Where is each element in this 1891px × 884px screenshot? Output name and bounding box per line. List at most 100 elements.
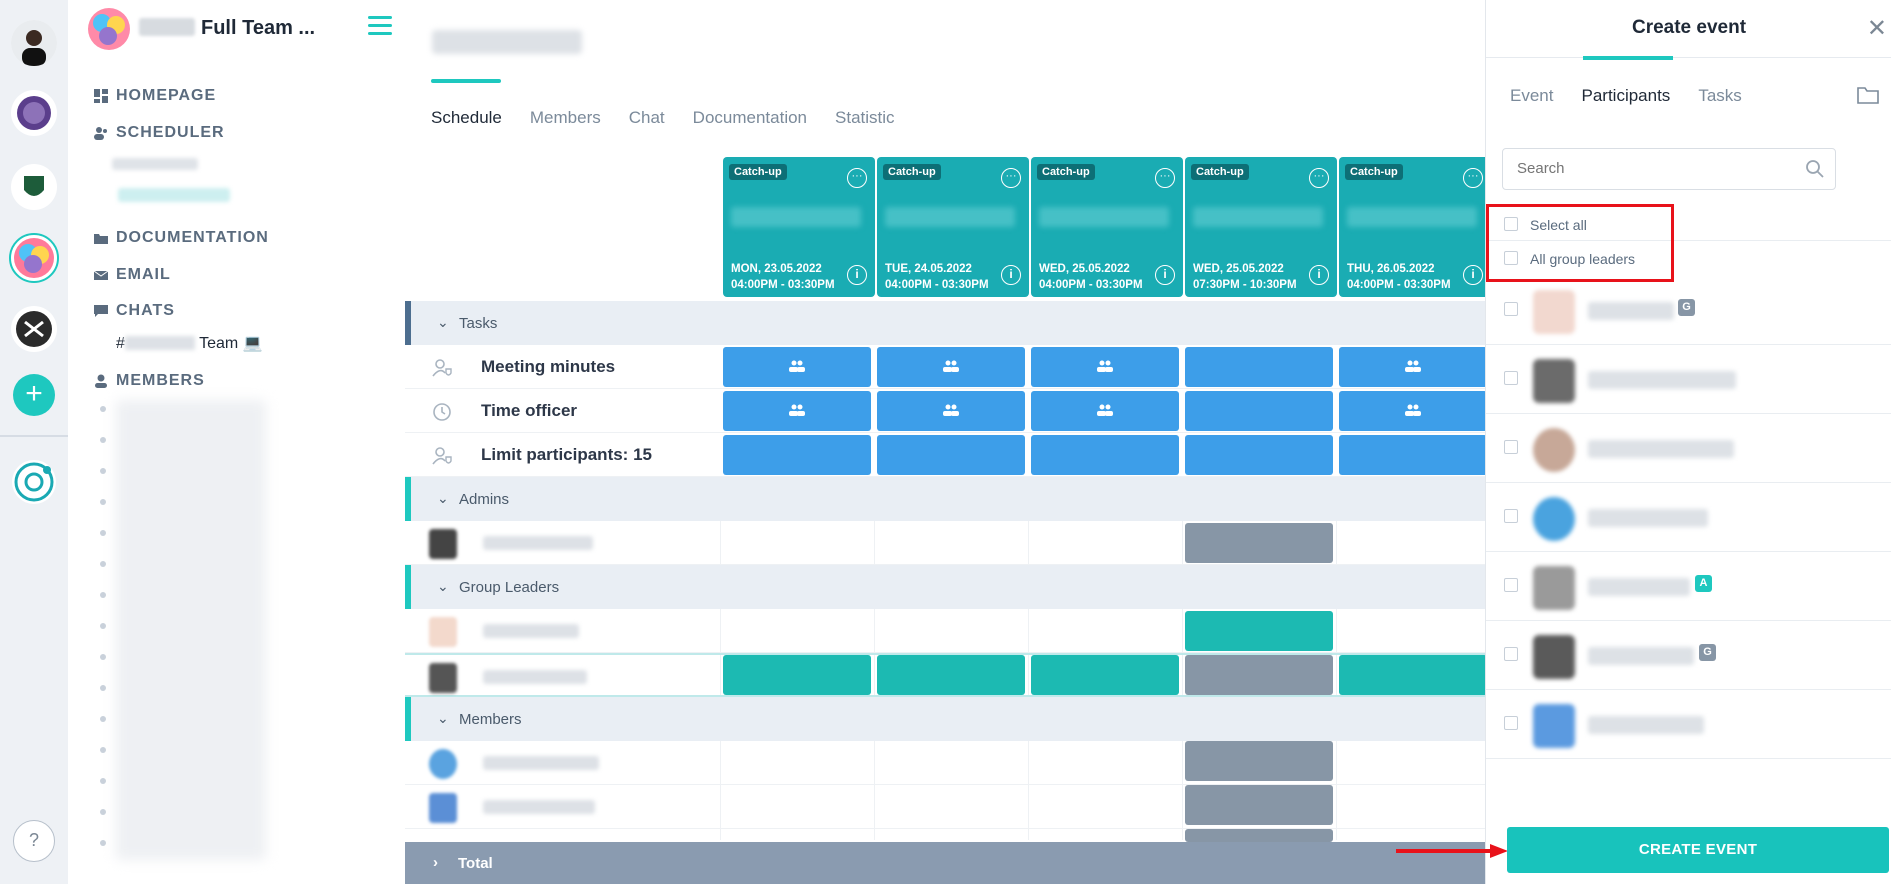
participant-item[interactable] bbox=[1486, 414, 1891, 483]
orbit-icon[interactable] bbox=[10, 458, 58, 506]
shield-logo[interactable] bbox=[11, 164, 57, 210]
folder-icon[interactable] bbox=[1857, 86, 1879, 104]
tab-event[interactable]: Event bbox=[1510, 86, 1554, 105]
university-logo[interactable] bbox=[11, 90, 57, 136]
available-cell[interactable] bbox=[1185, 611, 1333, 651]
nav-scheduler[interactable]: SCHEDULER bbox=[94, 124, 225, 142]
section-members[interactable]: ⌄ Members bbox=[405, 697, 1485, 741]
available-cell[interactable] bbox=[877, 655, 1025, 695]
task-row: Limit participants: 15 bbox=[405, 433, 1485, 477]
task-cell[interactable] bbox=[1185, 435, 1333, 475]
more-options-icon[interactable]: ··· bbox=[1155, 168, 1175, 188]
select-all-label[interactable]: Select all bbox=[1530, 217, 1587, 233]
event-column-header[interactable]: Catch-up ··· WED, 25.05.2022 07:30PM - 10… bbox=[1185, 157, 1337, 297]
add-team-button[interactable]: + bbox=[13, 374, 55, 416]
task-cell[interactable] bbox=[723, 435, 871, 475]
role-badge: G bbox=[1678, 299, 1695, 316]
search-input[interactable] bbox=[1517, 160, 1777, 177]
chevron-down-icon: ⌄ bbox=[437, 314, 449, 330]
event-column-header[interactable]: Catch-up ··· MON, 23.05.2022 04:00PM - 03… bbox=[723, 157, 875, 297]
busy-cell[interactable] bbox=[1185, 741, 1333, 781]
task-cell[interactable] bbox=[723, 391, 871, 431]
more-options-icon[interactable]: ··· bbox=[1309, 168, 1329, 188]
task-cell[interactable] bbox=[1339, 435, 1485, 475]
tab-schedule[interactable]: Schedule bbox=[431, 108, 502, 127]
select-all-checkbox[interactable] bbox=[1504, 217, 1518, 231]
tab-chat[interactable]: Chat bbox=[628, 108, 665, 127]
task-cell[interactable] bbox=[1031, 435, 1179, 475]
tab-tasks[interactable]: Tasks bbox=[1698, 86, 1742, 105]
busy-cell[interactable] bbox=[1185, 785, 1333, 825]
more-options-icon[interactable]: ··· bbox=[1001, 168, 1021, 188]
more-options-icon[interactable]: ··· bbox=[1463, 168, 1483, 188]
event-column-header[interactable]: Catch-up ··· TUE, 24.05.2022 04:00PM - 03… bbox=[877, 157, 1029, 297]
team-name[interactable]: Full Team ... bbox=[139, 17, 315, 40]
chat-channel[interactable]: # Team 💻 bbox=[116, 335, 263, 352]
event-column-header[interactable]: Catch-up ··· WED, 25.05.2022 04:00PM - 03… bbox=[1031, 157, 1183, 297]
nav-members[interactable]: MEMBERS bbox=[94, 372, 205, 390]
participant-checkbox[interactable] bbox=[1504, 302, 1518, 316]
busy-cell[interactable] bbox=[1185, 829, 1333, 842]
nav-chats[interactable]: CHATS bbox=[94, 302, 175, 320]
help-button[interactable]: ? bbox=[13, 820, 55, 862]
all-group-leaders-label[interactable]: All group leaders bbox=[1530, 251, 1636, 267]
info-icon[interactable]: i bbox=[1155, 265, 1175, 285]
total-bar[interactable]: › Total bbox=[405, 842, 1485, 884]
task-cell[interactable] bbox=[877, 347, 1025, 387]
section-admins[interactable]: ⌄ Admins bbox=[405, 477, 1485, 521]
task-cell[interactable] bbox=[1339, 347, 1485, 387]
all-group-leaders-checkbox[interactable] bbox=[1504, 251, 1518, 265]
participant-checkbox[interactable] bbox=[1504, 716, 1518, 730]
member-list-blurred[interactable] bbox=[116, 400, 266, 860]
user-avatar[interactable] bbox=[11, 20, 57, 66]
nav-email[interactable]: EMAIL bbox=[94, 266, 171, 284]
participant-checkbox[interactable] bbox=[1504, 647, 1518, 661]
task-cell[interactable] bbox=[723, 347, 871, 387]
close-icon[interactable]: ✕ bbox=[1866, 15, 1887, 42]
tab-statistic[interactable]: Statistic bbox=[835, 108, 895, 127]
available-cell[interactable] bbox=[1339, 655, 1485, 695]
participant-checkbox[interactable] bbox=[1504, 440, 1518, 454]
participant-item[interactable]: G bbox=[1486, 276, 1891, 345]
busy-cell[interactable] bbox=[1185, 655, 1333, 695]
busy-cell[interactable] bbox=[1185, 523, 1333, 563]
available-cell[interactable] bbox=[723, 655, 871, 695]
info-icon[interactable]: i bbox=[1309, 265, 1329, 285]
info-icon[interactable]: i bbox=[1463, 265, 1483, 285]
event-column-header[interactable]: Catch-up ··· THU, 26.05.2022 04:00PM - 03… bbox=[1339, 157, 1485, 297]
task-cell[interactable] bbox=[1185, 391, 1333, 431]
grid-line bbox=[720, 520, 721, 840]
tab-participants[interactable]: Participants bbox=[1581, 86, 1671, 105]
tab-documentation[interactable]: Documentation bbox=[692, 108, 808, 127]
task-cell[interactable] bbox=[1185, 347, 1333, 387]
section-tasks[interactable]: ⌄ Tasks bbox=[405, 301, 1485, 345]
scheduler-subitem-active[interactable] bbox=[118, 188, 230, 202]
team-logo-active[interactable] bbox=[9, 233, 59, 283]
participant-item[interactable]: G bbox=[1486, 621, 1891, 690]
task-cell[interactable] bbox=[877, 435, 1025, 475]
participant-item[interactable] bbox=[1486, 483, 1891, 552]
task-cell[interactable] bbox=[877, 391, 1025, 431]
info-icon[interactable]: i bbox=[847, 265, 867, 285]
task-cell[interactable] bbox=[1339, 391, 1485, 431]
participant-checkbox[interactable] bbox=[1504, 578, 1518, 592]
hamburger-menu-icon[interactable] bbox=[368, 16, 392, 38]
section-group-leaders[interactable]: ⌄ Group Leaders bbox=[405, 565, 1485, 609]
participant-item[interactable] bbox=[1486, 690, 1891, 759]
task-cell[interactable] bbox=[1031, 391, 1179, 431]
participant-item[interactable] bbox=[1486, 345, 1891, 414]
task-cell[interactable] bbox=[1031, 347, 1179, 387]
scheduler-subitem[interactable] bbox=[112, 158, 198, 170]
info-icon[interactable]: i bbox=[1001, 265, 1021, 285]
search-icon[interactable] bbox=[1805, 159, 1825, 179]
nav-homepage[interactable]: HOMEPAGE bbox=[94, 87, 216, 105]
participant-item[interactable]: A bbox=[1486, 552, 1891, 621]
participant-checkbox[interactable] bbox=[1504, 509, 1518, 523]
more-options-icon[interactable]: ··· bbox=[847, 168, 867, 188]
create-event-button[interactable]: CREATE EVENT bbox=[1507, 827, 1889, 873]
available-cell[interactable] bbox=[1031, 655, 1179, 695]
participant-checkbox[interactable] bbox=[1504, 371, 1518, 385]
mining-logo[interactable] bbox=[11, 306, 57, 352]
tab-members[interactable]: Members bbox=[529, 108, 601, 127]
nav-documentation[interactable]: DOCUMENTATION bbox=[94, 229, 269, 247]
